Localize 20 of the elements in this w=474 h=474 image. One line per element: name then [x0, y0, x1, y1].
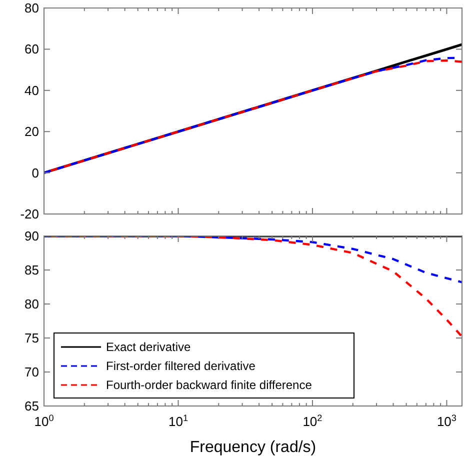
x-tick-label: 10$^{2}$ — [302, 413, 322, 429]
x-tick-label: 10$^{3}$ — [436, 413, 456, 429]
y-tick-label: 40 — [24, 82, 39, 98]
legend-label: Fourth-order backward finite difference — [106, 378, 312, 392]
y-tick-label: -20 — [20, 206, 39, 222]
x-axis-title: Frequency (rad/s) — [190, 439, 316, 456]
y-tick-label: 80 — [24, 296, 39, 312]
y-tick-label: 80 — [24, 0, 39, 16]
y-tick-label: 70 — [24, 364, 39, 380]
y-tick-label: 65 — [24, 398, 39, 414]
legend-label: First-order filtered derivative — [106, 359, 256, 373]
y-tick-label: 85 — [24, 262, 39, 278]
y-tick-label: 90 — [24, 228, 39, 244]
y-tick-label: 20 — [24, 124, 39, 140]
y-tick-label: 60 — [24, 42, 39, 57]
x-tick-label: 10$^{1}$ — [168, 413, 188, 429]
legend-label: Exact derivative — [106, 340, 192, 354]
y-tick-label: 75 — [24, 330, 39, 346]
y-tick-label: 0 — [32, 165, 39, 180]
x-tick-label: 10$^{0}$ — [34, 413, 54, 429]
